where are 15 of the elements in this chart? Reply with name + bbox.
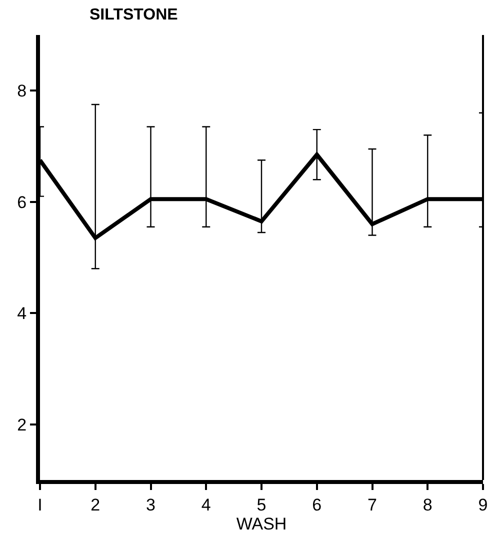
x-tick-label: 7	[368, 495, 377, 514]
x-axis-title: WASH	[236, 514, 287, 534]
chart-title: SILTSTONE	[89, 6, 178, 24]
x-tick-label: 2	[90, 495, 100, 514]
y-tick-label: 4	[17, 304, 27, 324]
x-tick-label: 3	[146, 495, 156, 514]
y-tick-label: 2	[17, 415, 27, 434]
x-tick-label: 6	[312, 495, 322, 514]
x-tick-label: 8	[422, 495, 432, 514]
x-tick-label: I	[38, 495, 42, 514]
x-tick-label: 9	[478, 495, 488, 514]
y-tick-label: 8	[17, 82, 27, 101]
x-tick-label: 4	[201, 495, 211, 514]
x-tick-label: 5	[256, 495, 266, 514]
y-tick-label: 6	[17, 192, 27, 212]
